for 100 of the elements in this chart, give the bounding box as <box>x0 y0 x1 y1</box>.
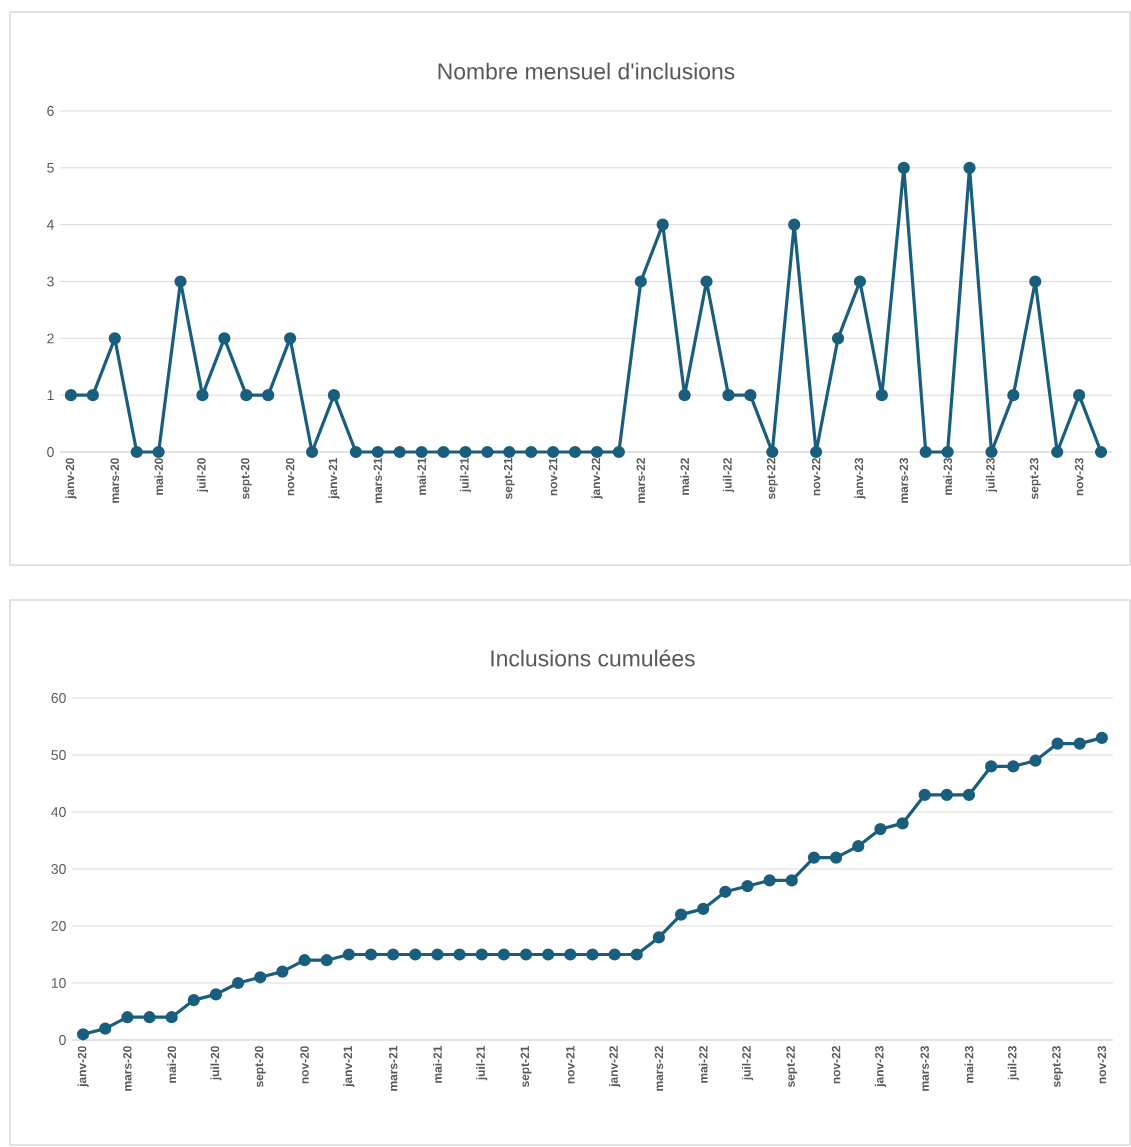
point <box>831 332 845 345</box>
point <box>1094 445 1108 459</box>
point <box>564 948 577 961</box>
y-tick-label: 4 <box>46 219 54 230</box>
point <box>165 1011 178 1024</box>
x-tick-label: nov-22 <box>811 458 821 496</box>
point <box>608 948 621 961</box>
point <box>874 822 887 836</box>
point <box>519 948 533 961</box>
point <box>656 218 669 231</box>
x-tick-label: sept-21 <box>503 457 515 500</box>
point <box>852 840 865 853</box>
x-tick-label: mai-20 <box>167 1046 177 1083</box>
point <box>807 851 821 864</box>
x-tick-label: mars-20 <box>110 458 120 503</box>
point <box>320 954 333 967</box>
x-tick-label: nov-22 <box>831 1046 841 1084</box>
point <box>276 965 289 978</box>
point <box>174 275 187 288</box>
point <box>232 976 245 990</box>
point <box>262 389 275 402</box>
point <box>962 788 976 801</box>
x-tick-label: juil-20 <box>196 458 209 493</box>
point <box>218 332 231 345</box>
point <box>1029 275 1042 288</box>
point <box>652 931 666 944</box>
point <box>741 879 754 893</box>
x-tick-label: nov-23 <box>1097 1046 1107 1084</box>
x-tick-label: mai-23 <box>943 458 953 495</box>
point <box>985 760 998 773</box>
point <box>475 948 488 961</box>
x-tick-label: sept-21 <box>520 1045 532 1088</box>
x-tick-label: mai-22 <box>680 458 689 495</box>
point <box>612 445 625 459</box>
point <box>342 948 355 961</box>
point <box>568 445 582 459</box>
x-tick-label: janv-23 <box>854 458 866 500</box>
point <box>152 445 165 459</box>
x-tick-label: mai-23 <box>964 1046 974 1083</box>
x-tick-label: mai-20 <box>154 458 164 495</box>
x-tick-label: juil-22 <box>722 458 735 493</box>
y-tick-label: 0 <box>59 1035 66 1045</box>
x-tick-label: janv-21 <box>328 457 340 500</box>
x-tick-label: sept-22 <box>766 458 778 500</box>
point <box>744 389 757 402</box>
point <box>497 948 510 961</box>
point <box>897 161 910 174</box>
point <box>1007 389 1020 402</box>
y-tick-label: 10 <box>51 978 66 988</box>
point <box>143 1011 156 1024</box>
point <box>409 948 422 961</box>
point <box>630 948 643 961</box>
x-tick-label: juil-21 <box>476 1045 488 1081</box>
point <box>1007 760 1020 773</box>
point <box>829 851 843 864</box>
x-tick-label: mars-21 <box>388 1045 398 1091</box>
point <box>875 389 888 402</box>
point <box>76 1028 90 1041</box>
point <box>254 971 267 984</box>
point <box>108 332 121 345</box>
x-tick-label: juil-23 <box>1007 1046 1019 1081</box>
x-tick-label: sept-20 <box>254 1046 266 1088</box>
point <box>209 988 223 1001</box>
y-tick-label: 6 <box>47 106 54 116</box>
x-tick-label: juil-20 <box>210 1046 222 1081</box>
chart-title: Inclusions cumulées <box>491 649 695 667</box>
point <box>896 817 909 830</box>
point <box>437 445 450 459</box>
y-tick-label: 0 <box>47 447 54 457</box>
x-tick-label: juil-22 <box>741 1046 754 1081</box>
x-tick-label: sept-20 <box>240 458 252 500</box>
point <box>393 445 406 459</box>
x-tick-label: nov-21 <box>548 457 558 496</box>
point <box>1051 445 1064 459</box>
y-tick-label: 40 <box>51 807 66 817</box>
x-tick-label: janv-20 <box>65 458 77 500</box>
x-tick-label: mars-21 <box>373 457 383 503</box>
x-tick-label: mars-22 <box>636 458 646 503</box>
x-tick-label: mars-22 <box>654 1046 664 1091</box>
point <box>130 445 143 459</box>
point <box>121 1011 134 1024</box>
point <box>349 445 362 459</box>
x-tick-label: mai-21 <box>417 457 427 495</box>
x-tick-label: mai-22 <box>698 1046 708 1083</box>
x-tick-label: janv-22 <box>609 1046 621 1088</box>
point <box>590 445 604 459</box>
x-tick-label: nov-20 <box>285 458 295 496</box>
point <box>810 445 823 459</box>
x-tick-label: sept-23 <box>1029 458 1041 500</box>
y-tick-label: 50 <box>51 750 66 760</box>
x-tick-label: nov-20 <box>300 1046 309 1084</box>
point <box>387 948 400 961</box>
point <box>327 389 341 402</box>
x-tick-label: nov-21 <box>566 1045 575 1084</box>
x-tick-label: janv-20 <box>77 1046 89 1088</box>
point <box>431 948 444 961</box>
point <box>305 445 319 459</box>
point <box>785 874 798 887</box>
x-tick-label: juil-23 <box>985 458 998 493</box>
point <box>459 445 472 459</box>
